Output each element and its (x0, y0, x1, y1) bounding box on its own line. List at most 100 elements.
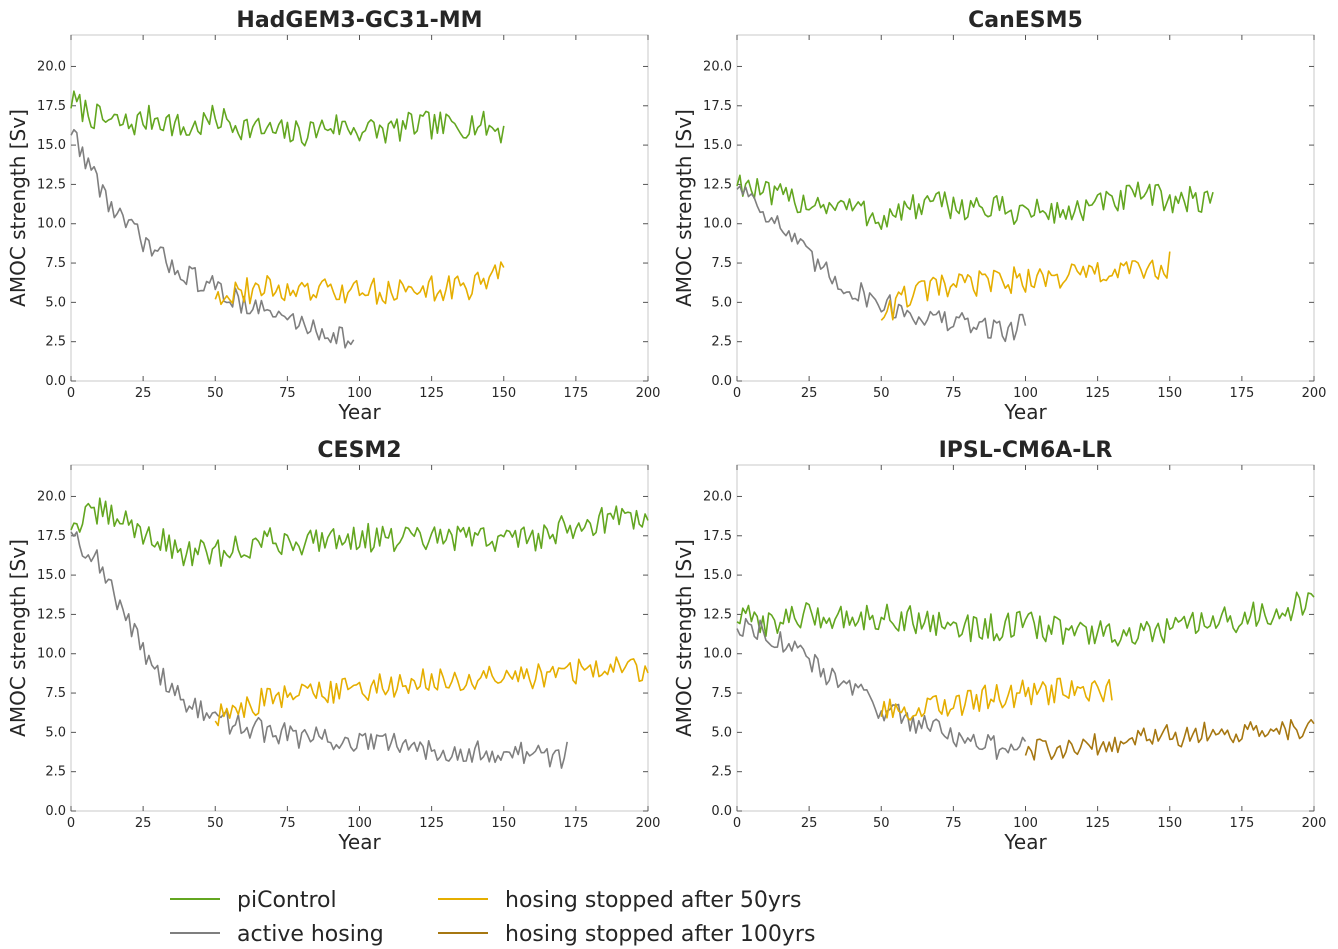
y-tick-label: 12.5 (37, 607, 66, 622)
series-line-stopped_100 (1024, 718, 1315, 761)
x-tick-label: 175 (1229, 386, 1254, 401)
chart-title: CanESM5 (968, 8, 1083, 33)
x-tick-label: 125 (419, 386, 444, 401)
series-line-stopped_50 (880, 251, 1171, 321)
series-line-stopped_50 (214, 656, 649, 727)
y-tick-label: 0.0 (711, 804, 732, 819)
x-tick-label: 125 (1085, 386, 1110, 401)
y-tick-label: 15.0 (37, 138, 66, 153)
legend-label-stopped_100: hosing stopped after 100yrs (505, 922, 815, 947)
y-tick-label: 5.0 (711, 725, 732, 740)
x-tick-label: 75 (945, 386, 962, 401)
series-line-piControl (70, 90, 505, 147)
x-axis-label: Year (1003, 400, 1047, 424)
x-tick-label: 50 (207, 386, 224, 401)
x-tick-label: 175 (563, 816, 588, 831)
panel-1: HadGEM3-GC31-MM 0 25 50 75 100 125 150 175 200 0.0… (6, 8, 660, 424)
x-tick-label: 100 (1013, 386, 1038, 401)
x-tick-label: 150 (491, 816, 516, 831)
x-tick-label: 125 (419, 816, 444, 831)
y-tick-label: 2.5 (711, 335, 732, 350)
y-tick-label: 20.0 (37, 489, 66, 504)
y-tick-label: 2.5 (45, 765, 66, 780)
panel-3: CESM2 0 25 50 75 100 125 150 175 200 0.0 2.5 5.0 7.5 1… (6, 438, 660, 854)
legend-label-stopped_50: hosing stopped after 50yrs (505, 888, 801, 913)
y-tick-label: 15.0 (703, 138, 732, 153)
x-axis-label: Year (337, 400, 381, 424)
y-tick-label: 12.5 (703, 177, 732, 192)
x-tick-label: 150 (491, 386, 516, 401)
panel-4: IPSL-CM6A-LR 0 25 50 75 100 125 150 175 200 0.0 2.5… (672, 438, 1326, 854)
y-tick-label: 12.5 (37, 177, 66, 192)
x-tick-label: 200 (636, 816, 661, 831)
y-tick-label: 2.5 (45, 335, 66, 350)
x-tick-label: 200 (1302, 386, 1327, 401)
x-tick-label: 0 (67, 816, 75, 831)
y-tick-label: 7.5 (711, 256, 732, 271)
series-line-piControl (736, 591, 1315, 647)
x-tick-label: 200 (636, 386, 661, 401)
series-line-stopped_50 (880, 677, 1113, 721)
y-tick-label: 10.0 (37, 647, 66, 662)
y-tick-label: 20.0 (703, 59, 732, 74)
plot-frame (736, 464, 1315, 812)
y-axis-label: AMOC strength [Sv] (672, 109, 696, 307)
y-tick-label: 0.0 (711, 374, 732, 389)
series-line-active_hosing (70, 531, 568, 769)
y-tick-label: 0.0 (45, 374, 66, 389)
x-tick-label: 100 (1013, 816, 1038, 831)
y-tick-label: 12.5 (703, 607, 732, 622)
y-tick-label: 10.0 (703, 647, 732, 662)
x-tick-label: 200 (1302, 816, 1327, 831)
y-axis-label: AMOC strength [Sv] (672, 539, 696, 737)
y-tick-label: 7.5 (45, 256, 66, 271)
y-tick-label: 20.0 (703, 489, 732, 504)
series-line-active_hosing (736, 617, 1027, 761)
x-tick-label: 100 (347, 816, 372, 831)
legend: piControl active hosing hosing stopped aft… (170, 888, 815, 947)
x-tick-label: 0 (733, 816, 741, 831)
chart-title: CESM2 (317, 438, 401, 463)
y-tick-label: 2.5 (711, 765, 732, 780)
x-tick-label: 0 (733, 386, 741, 401)
series-line-piControl (70, 497, 649, 567)
series-line-active_hosing (70, 128, 355, 349)
y-tick-label: 20.0 (37, 59, 66, 74)
y-tick-label: 5.0 (711, 295, 732, 310)
x-tick-label: 75 (945, 816, 962, 831)
x-tick-label: 25 (801, 386, 818, 401)
y-tick-label: 15.0 (37, 568, 66, 583)
y-axis-label: AMOC strength [Sv] (6, 109, 30, 307)
series-line-stopped_50 (214, 261, 505, 306)
panel-2: CanESM5 0 25 50 75 100 125 150 175 200 0.0 2.5 5.0 7.… (672, 8, 1326, 424)
x-tick-label: 50 (207, 816, 224, 831)
y-tick-label: 17.5 (37, 99, 66, 114)
x-tick-label: 25 (135, 816, 152, 831)
series-line-active_hosing (736, 185, 1027, 343)
series-line-piControl (736, 174, 1214, 230)
y-tick-label: 5.0 (45, 295, 66, 310)
x-tick-label: 150 (1157, 386, 1182, 401)
x-tick-label: 75 (279, 816, 296, 831)
chart-title: IPSL-CM6A-LR (939, 438, 1113, 463)
y-tick-label: 15.0 (703, 568, 732, 583)
chart-title: HadGEM3-GC31-MM (236, 8, 482, 33)
x-tick-label: 125 (1085, 816, 1110, 831)
legend-label-piControl: piControl (237, 888, 337, 913)
y-tick-label: 17.5 (37, 529, 66, 544)
y-tick-label: 10.0 (37, 217, 66, 232)
y-tick-label: 5.0 (45, 725, 66, 740)
plot-frame (70, 34, 649, 382)
y-tick-label: 7.5 (45, 686, 66, 701)
y-tick-label: 17.5 (703, 99, 732, 114)
x-tick-label: 25 (801, 816, 818, 831)
y-tick-label: 7.5 (711, 686, 732, 701)
x-axis-label: Year (1003, 830, 1047, 854)
x-tick-label: 75 (279, 386, 296, 401)
x-tick-label: 175 (563, 386, 588, 401)
x-tick-label: 50 (873, 816, 890, 831)
x-tick-label: 50 (873, 386, 890, 401)
y-tick-label: 17.5 (703, 529, 732, 544)
legend-label-active_hosing: active hosing (237, 922, 384, 947)
